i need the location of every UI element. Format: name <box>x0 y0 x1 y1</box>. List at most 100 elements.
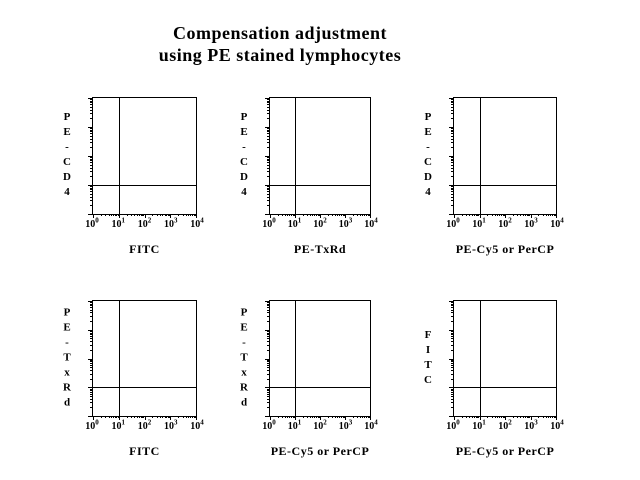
y-axis-tick <box>88 387 93 389</box>
x-axis-tick <box>478 416 480 418</box>
y-axis-tick <box>451 160 454 162</box>
quadrant-gate-vertical-line <box>479 301 481 416</box>
y-axis-tick <box>265 98 270 99</box>
y-axis-tick <box>451 167 454 169</box>
x-axis-tick <box>156 416 158 418</box>
y-axis-tick <box>451 171 454 173</box>
x-axis-tick <box>368 416 370 418</box>
x-tick-label: 104 <box>550 216 564 230</box>
x-axis-tick <box>364 416 366 418</box>
x-axis-tick <box>542 214 544 216</box>
plot-pe-cd4-vs-pe-cy5-or-percp: PE-CD4 100 101 102 103 104 PE-Cy5 or PerCP <box>422 97 564 255</box>
x-axis-tick <box>160 214 161 216</box>
y-axis-tick <box>267 398 270 400</box>
x-axis-tick <box>505 214 506 218</box>
x-axis-tick <box>131 214 133 216</box>
x-axis-tick-labels: 100 101 102 103 104 <box>262 215 378 231</box>
x-axis-tick <box>454 416 455 420</box>
x-axis-tick <box>366 214 368 216</box>
x-axis-tick <box>342 214 344 216</box>
y-axis-tick <box>267 362 270 364</box>
x-tick-label: 103 <box>524 216 538 230</box>
x-axis-tick <box>310 416 312 418</box>
x-axis-tick <box>341 416 343 418</box>
y-axis-tick <box>267 303 270 305</box>
x-axis-tick <box>466 416 468 418</box>
y-axis-tick <box>90 402 93 404</box>
x-axis-tick <box>108 214 110 216</box>
y-axis-tick <box>267 129 270 131</box>
quadrant-gate-vertical-line <box>295 98 296 214</box>
y-axis-tick <box>90 147 93 149</box>
x-axis-tick <box>293 416 295 418</box>
y-axis-tick <box>90 167 93 169</box>
x-tick-label: 104 <box>190 216 204 230</box>
y-axis-tick <box>90 131 93 133</box>
x-axis-tick <box>291 214 293 216</box>
x-axis-tick <box>501 214 503 216</box>
y-axis-tick <box>267 142 270 144</box>
y-axis-tick <box>451 334 454 336</box>
x-tick-label: 100 <box>262 216 276 230</box>
y-axis-tick <box>267 160 270 162</box>
x-axis-tick <box>317 214 319 216</box>
x-axis-tick <box>134 416 136 418</box>
x-axis-tick <box>178 416 179 418</box>
x-axis-tick <box>162 416 164 418</box>
y-axis-tick <box>451 147 454 149</box>
x-axis-tick <box>188 214 190 216</box>
x-axis-tick <box>345 416 346 420</box>
x-axis-tick <box>185 416 187 418</box>
x-axis-tick <box>473 416 475 418</box>
x-axis-tick <box>479 416 481 420</box>
y-axis-tick <box>267 373 270 375</box>
y-axis-tick <box>90 193 93 195</box>
x-axis-tick <box>131 416 133 418</box>
y-axis-tick <box>451 316 454 318</box>
x-axis-tick <box>306 214 308 216</box>
y-axis-tick <box>451 361 454 363</box>
x-axis-tick <box>134 214 136 216</box>
x-axis-tick <box>528 416 530 418</box>
y-axis-tick <box>451 100 454 102</box>
x-axis-tick <box>522 416 524 418</box>
y-axis-tick <box>265 185 270 186</box>
y-axis-tick <box>449 156 454 157</box>
x-axis-tick <box>105 416 107 418</box>
x-axis-tick <box>501 416 503 418</box>
x-axis-tick <box>170 214 172 218</box>
y-axis-tick <box>90 349 93 351</box>
y-axis-label: PE-CD4 <box>422 111 434 201</box>
y-axis-tick <box>451 398 454 400</box>
y-axis-tick <box>449 185 454 186</box>
x-tick-label: 100 <box>262 418 276 432</box>
x-axis-tick <box>113 416 115 418</box>
y-axis-tick <box>451 162 454 164</box>
x-tick-label: 104 <box>364 418 378 432</box>
plot-pe-txrd-vs-fitc: PE-TxRd 100 101 102 103 104 FITC <box>61 300 204 457</box>
x-axis-tick <box>526 416 528 418</box>
x-axis-tick <box>469 416 471 418</box>
y-axis-tick <box>267 407 270 409</box>
y-axis-tick <box>90 407 93 409</box>
x-axis-tick <box>522 214 524 216</box>
x-axis-tick <box>289 214 291 216</box>
x-axis-tick <box>362 416 364 418</box>
y-axis-tick <box>451 391 454 393</box>
x-axis-tick <box>170 416 172 420</box>
x-axis-tick <box>182 214 184 216</box>
x-axis-tick <box>100 416 102 418</box>
y-axis-tick <box>267 402 270 404</box>
y-axis-tick <box>267 338 270 340</box>
x-axis-label: PE-Cy5 or PerCP <box>455 242 555 256</box>
x-axis-tick <box>293 214 295 216</box>
y-axis-label: FITC <box>422 328 434 389</box>
y-axis-tick <box>88 214 93 215</box>
x-tick-label: 102 <box>498 418 512 432</box>
x-axis-tick <box>529 214 531 216</box>
x-tick-label: 100 <box>85 418 99 432</box>
x-axis-tick <box>93 214 94 218</box>
quadrant-gate-horizontal-line <box>93 387 196 389</box>
y-axis-tick <box>267 378 270 380</box>
y-axis-tick <box>90 305 93 307</box>
